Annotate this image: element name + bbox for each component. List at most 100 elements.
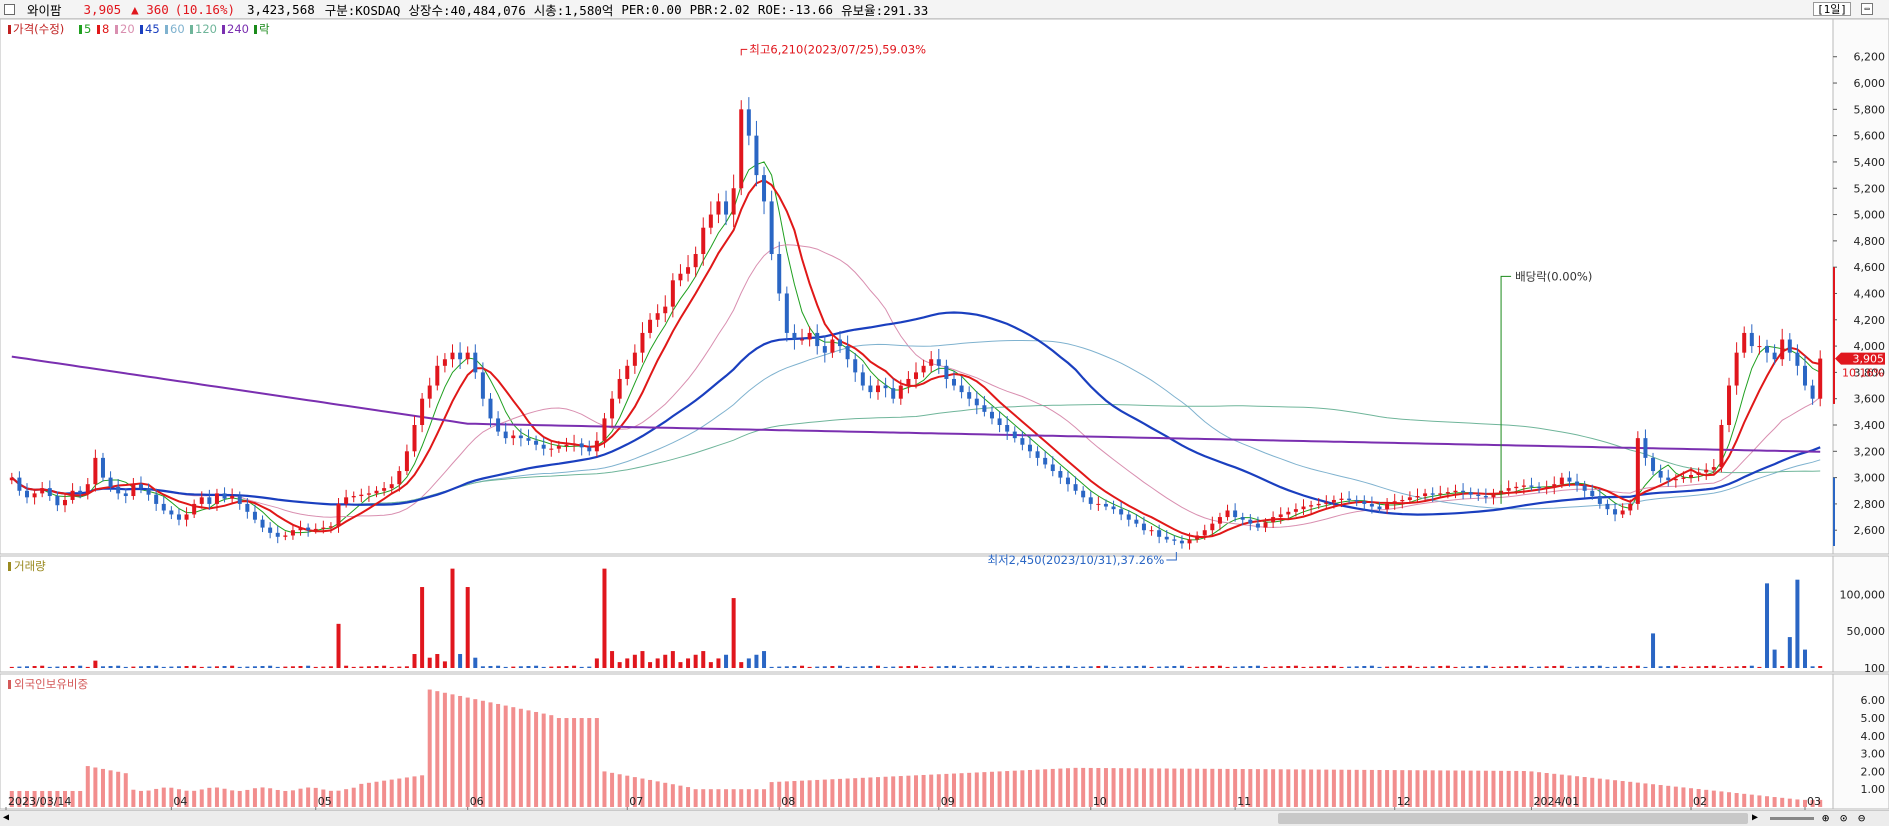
volume-bar — [693, 654, 698, 668]
foreign-bar — [1757, 795, 1762, 807]
foreign-bar — [1506, 770, 1511, 807]
foreign-bar — [989, 771, 994, 807]
volume-bar — [1704, 666, 1709, 668]
foreign-bar — [1772, 797, 1777, 807]
candle-body — [123, 493, 128, 497]
candle-body — [1179, 540, 1184, 544]
foreign-bar — [549, 715, 554, 807]
foreign-bar — [1255, 769, 1260, 807]
zoom-slider[interactable] — [1770, 817, 1814, 820]
window-menu-icon[interactable]: ▭ — [1861, 3, 1873, 15]
legend-item: 8 — [102, 22, 109, 36]
zoom-reset-icon[interactable]: ⊙ — [1840, 811, 1848, 825]
volume-bar — [914, 665, 918, 668]
foreign-bar — [1058, 768, 1063, 807]
roe-value: ROE:-13.66 — [757, 1, 834, 17]
foreign-bar — [192, 790, 197, 807]
volume-bar — [792, 666, 797, 668]
candle-body — [473, 352, 478, 373]
volume-tick-label: 100 — [1864, 662, 1885, 675]
foreign-bar — [1362, 769, 1367, 807]
volume-bar — [1423, 666, 1428, 668]
candle-body — [632, 352, 637, 366]
candle-body — [1681, 477, 1686, 479]
volume-bar — [868, 666, 873, 668]
period-selector[interactable]: [1일] — [1813, 2, 1851, 16]
candle-body — [412, 424, 417, 452]
foreign-bar — [860, 777, 865, 807]
candle-body — [154, 494, 159, 504]
chart-canvas[interactable]: 6,200 6,000 5,800 5,600 5,400 5,200 5,000 4,800… — [0, 19, 1889, 811]
foreign-bar — [47, 790, 52, 807]
candle-body — [1727, 385, 1732, 425]
volume-bar — [731, 598, 736, 668]
foreign-bar — [1263, 769, 1268, 807]
candle-body — [686, 267, 691, 274]
candle-body — [708, 214, 713, 228]
foreign-bar — [1103, 768, 1108, 807]
foreign-bar — [1681, 787, 1686, 807]
volume-bar — [936, 666, 941, 668]
volume-bar — [762, 651, 767, 668]
foreign-bar — [1597, 778, 1602, 807]
ma240-line — [11, 355, 1821, 453]
volume-bar — [1096, 666, 1101, 668]
candle-body — [176, 514, 181, 520]
foreign-bar — [534, 711, 539, 807]
foreign-bar — [686, 787, 691, 807]
candle-body — [252, 511, 257, 520]
volume-bar — [853, 666, 858, 668]
candle-body — [1461, 490, 1466, 493]
scroll-thumb[interactable] — [1278, 813, 1748, 824]
candle-body — [1704, 469, 1709, 473]
candle-body — [427, 385, 432, 399]
volume-bar — [1468, 666, 1473, 668]
candle-body — [359, 494, 364, 497]
volume-bar — [473, 657, 478, 668]
volume-bar — [344, 665, 349, 668]
foreign-bar — [169, 787, 174, 807]
foreign-bar — [944, 773, 949, 807]
price-tick-label: 5,400 — [1854, 156, 1886, 169]
foreign-bar — [1552, 773, 1557, 807]
foreign-bar — [1643, 783, 1648, 807]
scroll-left-arrow[interactable]: ◀ — [3, 812, 10, 823]
candle-body — [1514, 486, 1519, 489]
volume-bar — [1195, 666, 1200, 668]
foreign-bar — [184, 790, 189, 807]
volume-bar — [754, 654, 759, 668]
foreign-bar — [55, 790, 60, 807]
volume-bar — [420, 587, 425, 668]
candle-body — [207, 497, 212, 504]
candle-body — [184, 514, 189, 520]
volume-bar — [1362, 666, 1367, 668]
foreign-bar — [959, 773, 964, 807]
legend-swatch — [254, 25, 257, 34]
x-tick-label: 2024/01 — [1533, 795, 1579, 808]
volume-bar — [47, 666, 52, 668]
foreign-bar — [974, 772, 979, 807]
volume-bar — [610, 651, 615, 668]
candle-body — [1567, 477, 1572, 482]
volume-bar — [1559, 665, 1564, 668]
foreign-bar — [1050, 768, 1055, 807]
zoom-in-icon[interactable]: ⊕ — [1822, 811, 1830, 825]
candle-body — [921, 365, 926, 373]
candle-body — [503, 431, 508, 439]
select-checkbox[interactable] — [4, 3, 15, 15]
scroll-bar[interactable]: ◀ ▶ ⊕ ⊙ ⊖ — [0, 810, 1889, 826]
foreign-bar — [62, 790, 67, 807]
scroll-right-arrow[interactable]: ▶ — [1752, 812, 1759, 823]
volume-bar — [1149, 666, 1154, 668]
foreign-bar — [1719, 791, 1724, 807]
candle-body — [389, 484, 394, 489]
volume-bar — [1749, 665, 1754, 668]
candle-body — [1187, 539, 1192, 544]
foreign-bar — [830, 779, 835, 807]
zoom-out-icon[interactable]: ⊖ — [1858, 811, 1866, 825]
candle-body — [245, 503, 250, 512]
foreign-bar — [655, 781, 660, 807]
candle-body — [1012, 431, 1017, 439]
foreign-bar — [883, 776, 888, 807]
foreign-bar — [1141, 768, 1146, 807]
